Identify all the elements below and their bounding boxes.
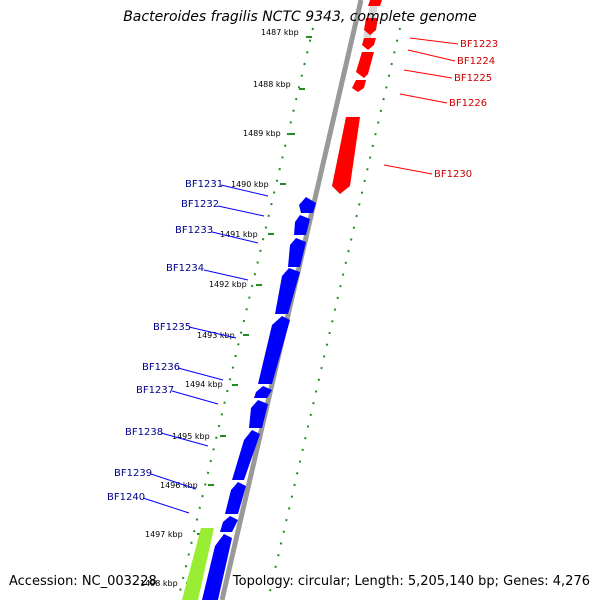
inner-tick-track	[177, 27, 314, 600]
gene-label-bf1232[interactable]: BF1232	[181, 199, 219, 210]
gene-bf1233[interactable]	[288, 238, 306, 267]
tick-label: 1498 kbp	[140, 579, 178, 588]
gene-bf1236[interactable]	[254, 386, 272, 398]
reverse-label-lines	[142, 184, 269, 514]
gene-label-bf1236[interactable]: BF1236	[142, 362, 180, 373]
tick-label: 1491 kbp	[220, 230, 258, 239]
gene-bf1223[interactable]	[368, 0, 382, 6]
gene-bf1231[interactable]	[299, 197, 316, 213]
gene-bf1232[interactable]	[294, 215, 310, 235]
gene-bf1226[interactable]	[352, 80, 366, 92]
gene-bf1225[interactable]	[356, 52, 374, 78]
gene-label-bf1226[interactable]: BF1226	[449, 98, 487, 109]
gene-label-bf1240[interactable]: BF1240	[107, 492, 145, 503]
gene-bf1234[interactable]	[275, 268, 300, 314]
reverse-genes	[202, 197, 316, 600]
outer-tick-track	[267, 27, 401, 600]
tick-label: 1489 kbp	[243, 129, 281, 138]
tick-labels: 1487 kbp 1488 kbp 1489 kbp 1490 kbp 1491…	[140, 28, 299, 588]
other-feature[interactable]	[182, 528, 214, 600]
gene-label-bf1233[interactable]: BF1233	[175, 225, 213, 236]
tick-label: 1487 kbp	[261, 28, 299, 37]
gene-label-bf1239[interactable]: BF1239	[114, 468, 152, 479]
gene-label-bf1225[interactable]: BF1225	[454, 73, 492, 84]
tick-label: 1493 kbp	[197, 331, 235, 340]
gene-label-bf1231[interactable]: BF1231	[185, 179, 223, 190]
gene-bf1238[interactable]	[232, 430, 260, 480]
tick-label: 1495 kbp	[172, 432, 210, 441]
accession-text: Accession: NC_003228	[9, 574, 157, 589]
tick-label: 1492 kbp	[209, 280, 247, 289]
tick-label: 1494 kbp	[185, 380, 223, 389]
gene-label-bf1235[interactable]: BF1235	[153, 322, 191, 333]
gene-bf1237[interactable]	[249, 400, 268, 428]
gene-label-bf1234[interactable]: BF1234	[166, 263, 204, 274]
forward-labels: BF1223 BF1224 BF1225 BF1226 BF1230	[434, 39, 498, 180]
gene-reverse-extra[interactable]	[202, 534, 232, 600]
tick-label: 1488 kbp	[253, 80, 291, 89]
map-title: Bacteroides fragilis NCTC 9343, complete…	[123, 9, 477, 25]
gene-label-bf1224[interactable]: BF1224	[457, 56, 495, 67]
gene-bf1230[interactable]	[332, 117, 360, 194]
reverse-labels: BF1231 BF1232 BF1233 BF1234 BF1235 BF123…	[107, 179, 223, 503]
gene-bf1239[interactable]	[225, 482, 246, 514]
gene-bf1224[interactable]	[362, 38, 376, 50]
gene-label-bf1238[interactable]: BF1238	[125, 427, 163, 438]
tick-marks	[186, 36, 312, 584]
gene-bf1235[interactable]	[258, 316, 290, 384]
gene-label-bf1237[interactable]: BF1237	[136, 385, 174, 396]
tick-label: 1497 kbp	[145, 530, 183, 539]
gene-bf1240[interactable]	[220, 516, 238, 532]
gene-bf1223-b[interactable]	[364, 18, 378, 35]
forward-genes	[332, 0, 382, 194]
tick-label: 1496 kbp	[160, 481, 198, 490]
gene-label-bf1223[interactable]: BF1223	[460, 39, 498, 50]
forward-label-lines	[383, 37, 459, 175]
tick-label: 1490 kbp	[231, 180, 269, 189]
genome-stats-text: Topology: circular; Length: 5,205,140 bp…	[232, 574, 590, 589]
gene-label-bf1230[interactable]: BF1230	[434, 169, 472, 180]
